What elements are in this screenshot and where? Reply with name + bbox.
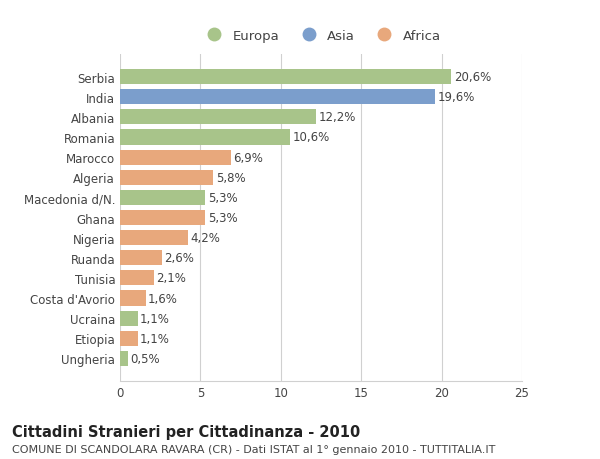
Bar [120, 150, 231, 165]
Text: 1,6%: 1,6% [148, 292, 178, 305]
Text: Cittadini Stranieri per Cittadinanza - 2010: Cittadini Stranieri per Cittadinanza - 2… [12, 425, 360, 440]
Bar [120, 110, 316, 125]
Bar [120, 130, 290, 145]
Text: 5,3%: 5,3% [208, 212, 237, 224]
Bar [120, 230, 188, 246]
Bar [120, 70, 451, 85]
Text: 19,6%: 19,6% [437, 91, 475, 104]
Text: 1,1%: 1,1% [140, 312, 170, 325]
Bar [120, 291, 146, 306]
Bar [120, 271, 154, 286]
Legend: Europa, Asia, Africa: Europa, Asia, Africa [197, 26, 445, 47]
Text: COMUNE DI SCANDOLARA RAVARA (CR) - Dati ISTAT al 1° gennaio 2010 - TUTTITALIA.IT: COMUNE DI SCANDOLARA RAVARA (CR) - Dati … [12, 444, 496, 454]
Bar [120, 251, 162, 266]
Text: 6,9%: 6,9% [233, 151, 263, 164]
Text: 0,5%: 0,5% [130, 352, 160, 365]
Bar [120, 90, 435, 105]
Bar [120, 190, 205, 206]
Bar [120, 331, 137, 346]
Text: 1,1%: 1,1% [140, 332, 170, 345]
Bar [120, 170, 213, 185]
Text: 5,8%: 5,8% [215, 171, 245, 185]
Text: 5,3%: 5,3% [208, 191, 237, 204]
Text: 10,6%: 10,6% [293, 131, 330, 144]
Text: 12,2%: 12,2% [319, 111, 356, 124]
Text: 4,2%: 4,2% [190, 232, 220, 245]
Text: 20,6%: 20,6% [454, 71, 491, 84]
Bar [120, 311, 137, 326]
Text: 2,6%: 2,6% [164, 252, 194, 265]
Bar [120, 211, 205, 225]
Bar [120, 351, 128, 366]
Text: 2,1%: 2,1% [156, 272, 186, 285]
